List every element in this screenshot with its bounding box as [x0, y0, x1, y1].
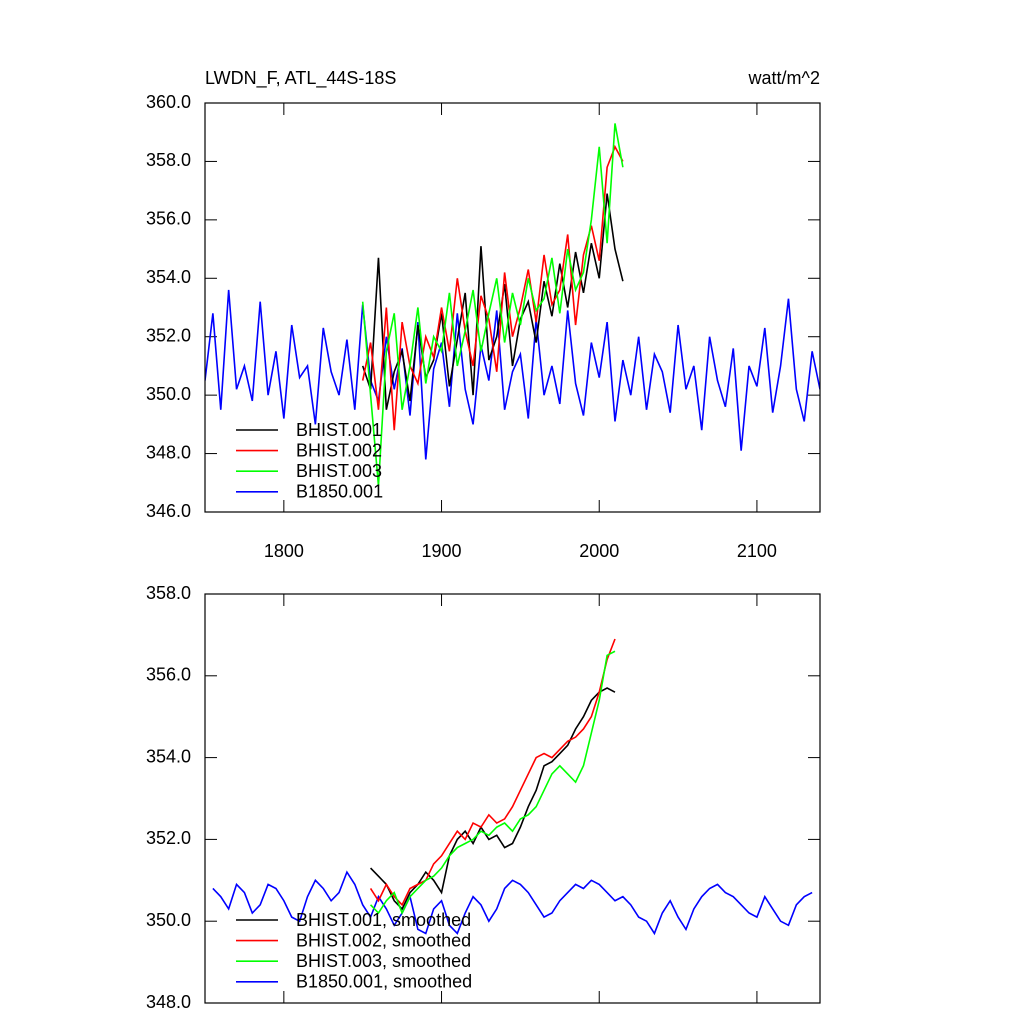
x-tick-label: 2000 [579, 541, 619, 561]
legend-label: BHIST.002, smoothed [296, 930, 471, 950]
plot-frame [204, 102, 821, 513]
y-tick-label: 358.0 [146, 583, 191, 603]
legend-label: BHIST.002 [296, 440, 382, 460]
y-tick-label: 348.0 [146, 992, 191, 1012]
legend-label: B1850.001, smoothed [296, 972, 472, 992]
y-tick-label: 358.0 [146, 150, 191, 170]
y-tick-label: 354.0 [146, 267, 191, 287]
series-line [361, 193, 624, 410]
y-tick-label: 352.0 [146, 325, 191, 345]
legend-label: BHIST.001 [296, 420, 382, 440]
chart-title: LWDN_F, ATL_44S-18S [205, 68, 396, 89]
series-line [370, 687, 616, 911]
y-tick-label: 350.0 [146, 910, 191, 930]
x-tick-label: 2100 [737, 541, 777, 561]
series-line [361, 144, 624, 431]
units-label: watt/m^2 [748, 68, 820, 88]
y-tick-label: 356.0 [146, 209, 191, 229]
legend-label: BHIST.003 [296, 461, 382, 481]
y-tick-label: 360.0 [146, 92, 191, 112]
y-tick-label: 354.0 [146, 746, 191, 766]
legend-label: BHIST.003, smoothed [296, 951, 471, 971]
series-line [370, 650, 616, 916]
y-tick-label: 348.0 [146, 442, 191, 462]
series-line [205, 289, 820, 460]
y-tick-label: 350.0 [146, 384, 191, 404]
y-tick-label: 346.0 [146, 501, 191, 521]
series-line [361, 123, 624, 486]
series-line [369, 638, 616, 907]
plot-frame [204, 593, 821, 1004]
legend-label: BHIST.001, smoothed [296, 910, 471, 930]
y-tick-label: 356.0 [146, 665, 191, 685]
series-line [212, 870, 813, 936]
legend-label: B1850.001 [296, 482, 383, 502]
y-tick-label: 352.0 [146, 828, 191, 848]
x-tick-label: 1900 [422, 541, 462, 561]
x-tick-label: 1800 [264, 541, 304, 561]
